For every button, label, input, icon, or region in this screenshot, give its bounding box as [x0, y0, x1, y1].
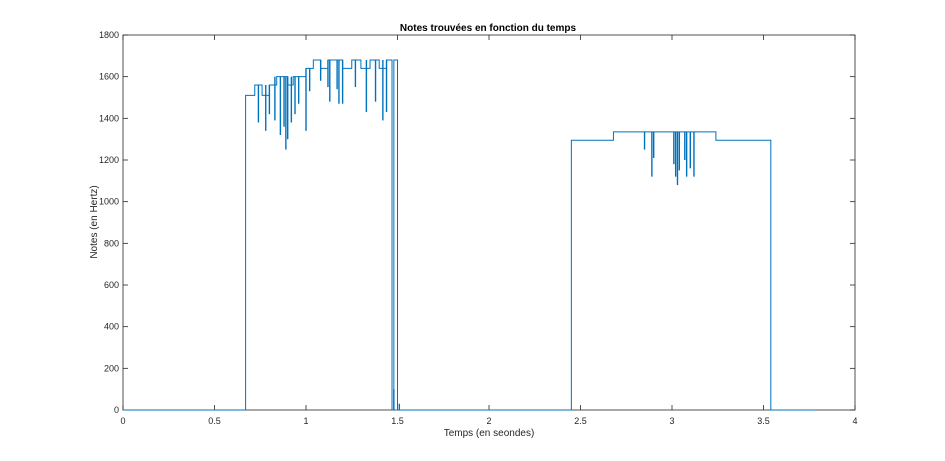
y-tick-label: 1000: [99, 197, 119, 207]
y-tick-label: 200: [104, 363, 119, 373]
x-tick-label: 3: [669, 416, 674, 426]
tick-labels: 0 0.5 1 1.5 2 2.5 3 3.5 4 0 200 400 600 800 1000 1200 14…: [99, 30, 858, 426]
series-line: [123, 59, 815, 411]
x-tick-label: 2: [486, 416, 491, 426]
y-tick-label: 1600: [99, 72, 119, 82]
y-axis-label: Notes (en Hertz): [89, 185, 100, 258]
y-tick-label: 400: [104, 322, 119, 332]
x-tick-label: 1: [303, 416, 308, 426]
axis-ticks: [122, 34, 856, 411]
y-tick-label: 1400: [99, 113, 119, 123]
y-tick-label: 1800: [99, 30, 119, 40]
chart-title: Notes trouvées en fonction du temps: [400, 23, 577, 34]
y-tick-label: 800: [104, 238, 119, 248]
x-axis-label: Temps (en seondes): [444, 428, 535, 439]
y-tick-label: 1200: [99, 155, 119, 165]
x-tick-label: 1.5: [391, 416, 404, 426]
x-tick-label: 3.5: [757, 416, 770, 426]
plot-area: [122, 34, 856, 411]
x-tick-label: 0.5: [208, 416, 221, 426]
series-layer: [123, 59, 815, 411]
x-tick-label: 0: [120, 416, 125, 426]
y-tick-label: 600: [104, 280, 119, 290]
x-tick-label: 4: [852, 416, 857, 426]
x-tick-label: 2.5: [574, 416, 587, 426]
y-tick-label: 0: [114, 405, 119, 415]
